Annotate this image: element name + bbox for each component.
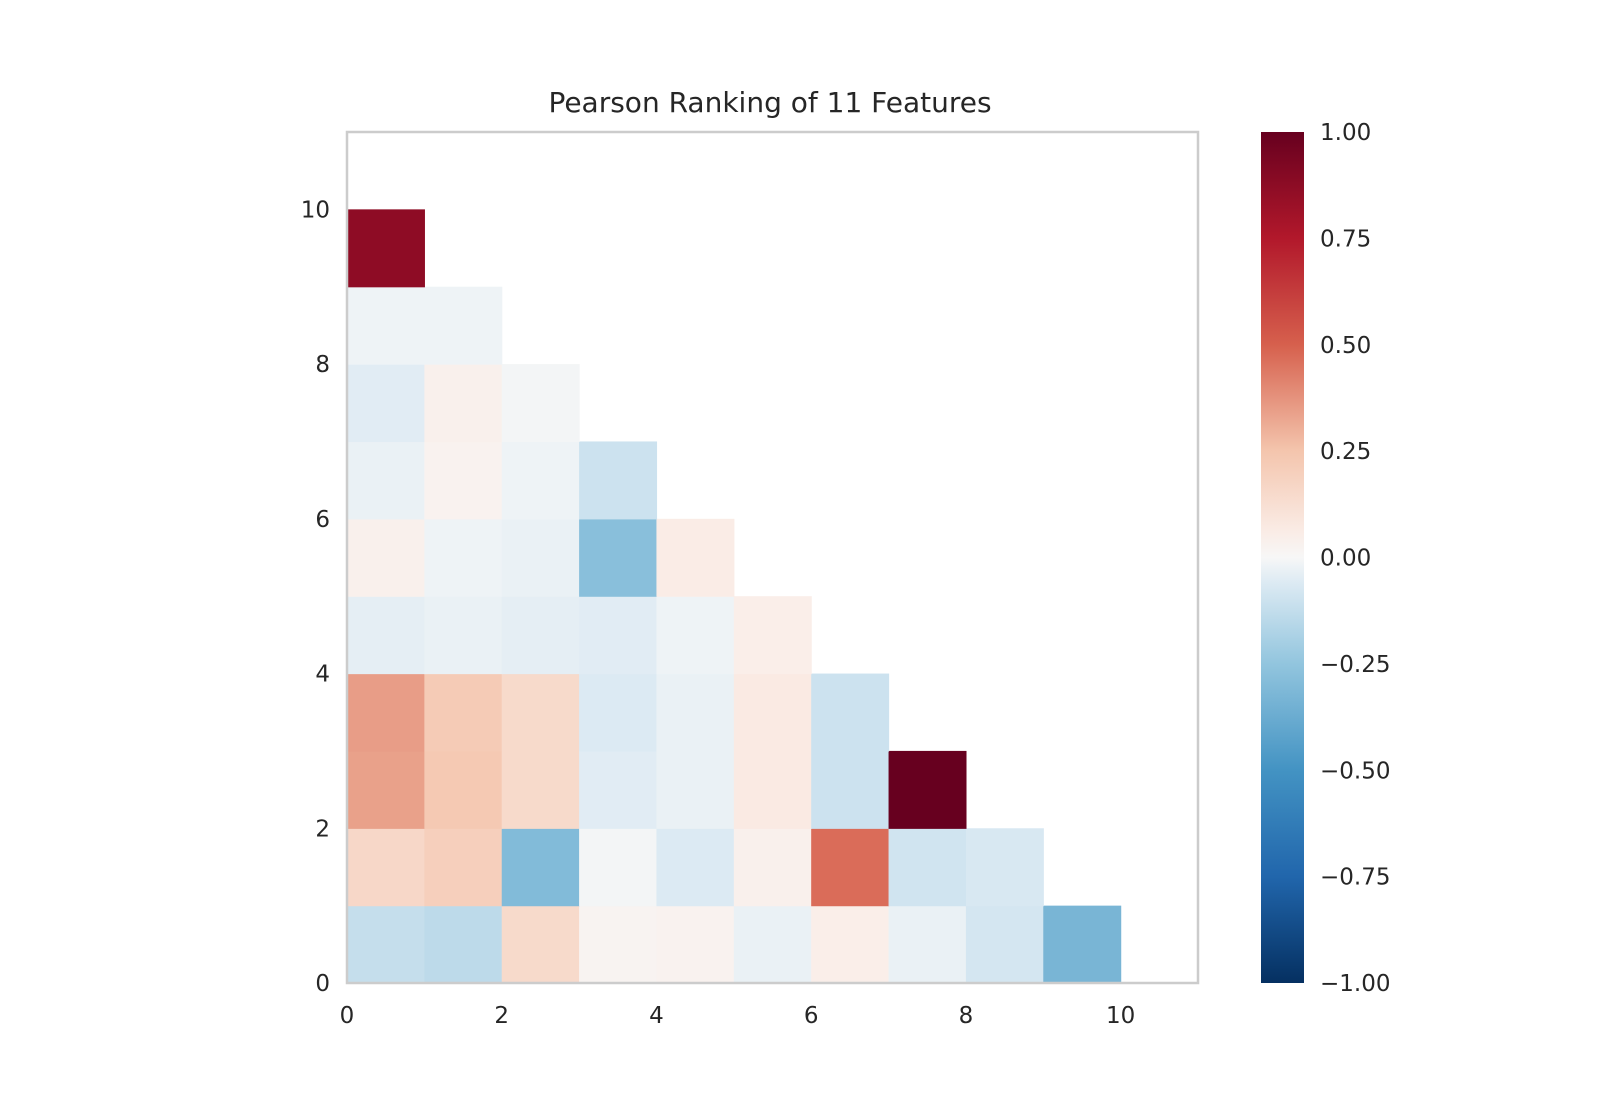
heatmap-cell xyxy=(579,750,658,829)
x-tick-label: 10 xyxy=(1106,1003,1135,1029)
heatmap-cell xyxy=(347,518,425,597)
heatmap-cell xyxy=(579,441,658,520)
heatmap-cell xyxy=(811,905,890,984)
colorbar-tick-label: 0.00 xyxy=(1320,546,1371,572)
heatmap-cell xyxy=(501,828,580,907)
colorbar-tick-label: 1.00 xyxy=(1320,120,1371,146)
colorbar-tick-label: 0.50 xyxy=(1320,333,1371,359)
heatmap-cell xyxy=(656,596,735,675)
heatmap-cell xyxy=(656,750,735,829)
heatmap-cell xyxy=(501,673,580,752)
heatmap-cell xyxy=(733,828,812,907)
heatmap-cell xyxy=(888,905,967,984)
x-tick-label: 4 xyxy=(649,1003,664,1029)
heatmap-cell xyxy=(656,673,735,752)
heatmap-cell xyxy=(501,596,580,675)
heatmap-cell xyxy=(347,828,425,907)
heatmap-cell xyxy=(811,828,890,907)
heatmap-cells xyxy=(347,209,1122,984)
heatmap-cell xyxy=(501,750,580,829)
heatmap-cell xyxy=(656,828,735,907)
heatmap-cell xyxy=(965,905,1044,984)
heatmap-cell xyxy=(424,673,503,752)
colorbar-tick-label: 0.25 xyxy=(1320,439,1371,465)
x-tick-label: 6 xyxy=(804,1003,819,1029)
heatmap-cell xyxy=(424,828,503,907)
y-tick-label: 6 xyxy=(315,507,330,533)
heatmap-cell xyxy=(424,750,503,829)
heatmap-cell xyxy=(347,750,425,829)
heatmap-cell xyxy=(733,905,812,984)
chart-title: Pearson Ranking of 11 Features xyxy=(548,86,991,119)
heatmap-cell xyxy=(347,441,425,520)
heatmap-cell xyxy=(579,518,658,597)
heatmap-cell xyxy=(579,673,658,752)
heatmap-cell xyxy=(888,828,967,907)
y-tick-label: 8 xyxy=(315,352,330,378)
heatmap-cell xyxy=(424,364,503,443)
colorbar-tick-label: −0.25 xyxy=(1320,652,1390,678)
heatmap-cell xyxy=(347,286,425,365)
heatmap-cell xyxy=(501,364,580,443)
heatmap-cell xyxy=(733,673,812,752)
heatmap-cell xyxy=(501,441,580,520)
heatmap-cell xyxy=(1043,905,1122,984)
heatmap-cell xyxy=(424,518,503,597)
heatmap-cell xyxy=(501,518,580,597)
heatmap-cell xyxy=(347,673,425,752)
colorbar-tick-label: −0.75 xyxy=(1320,865,1390,891)
heatmap-cell xyxy=(656,518,735,597)
y-axis-ticks: 0 2 4 6 8 10 xyxy=(301,197,330,997)
heatmap-cell xyxy=(347,905,425,984)
heatmap-cell xyxy=(579,828,658,907)
plot-frame xyxy=(345,130,1200,985)
heatmap-cell xyxy=(733,596,812,675)
heatmap-cell xyxy=(579,596,658,675)
y-tick-label: 10 xyxy=(301,197,330,223)
colorbar-ticks: 1.00 0.75 0.50 0.25 0.00 −0.25 −0.50 −0.75 −1.00 xyxy=(1320,120,1390,997)
colorbar-tick-label: 0.75 xyxy=(1320,226,1371,252)
y-tick-label: 2 xyxy=(315,816,330,842)
heatmap-cell xyxy=(888,750,967,829)
heatmap-cell xyxy=(811,673,890,752)
x-axis-ticks: 0 2 4 6 8 10 xyxy=(340,1003,1136,1029)
colorbar xyxy=(1261,132,1304,983)
heatmap-cell xyxy=(424,286,503,365)
x-tick-label: 2 xyxy=(494,1003,509,1029)
heatmap-cell xyxy=(347,596,425,675)
heatmap-cell xyxy=(733,750,812,829)
heatmap-cell xyxy=(424,596,503,675)
heatmap-cell xyxy=(501,905,580,984)
heatmap-cell xyxy=(347,209,425,288)
heatmap-cell xyxy=(424,441,503,520)
x-tick-label: 0 xyxy=(340,1003,355,1029)
heatmap-cell xyxy=(424,905,503,984)
y-tick-label: 4 xyxy=(315,662,330,688)
colorbar-tick-label: −1.00 xyxy=(1320,971,1390,997)
heatmap-cell xyxy=(579,905,658,984)
heatmap-cell xyxy=(965,828,1044,907)
y-tick-label: 0 xyxy=(315,971,330,997)
heatmap-cell xyxy=(347,364,425,443)
colorbar-tick-label: −0.50 xyxy=(1320,758,1390,784)
heatmap-cell xyxy=(811,750,890,829)
heatmap-cell xyxy=(656,905,735,984)
x-tick-label: 8 xyxy=(959,1003,974,1029)
